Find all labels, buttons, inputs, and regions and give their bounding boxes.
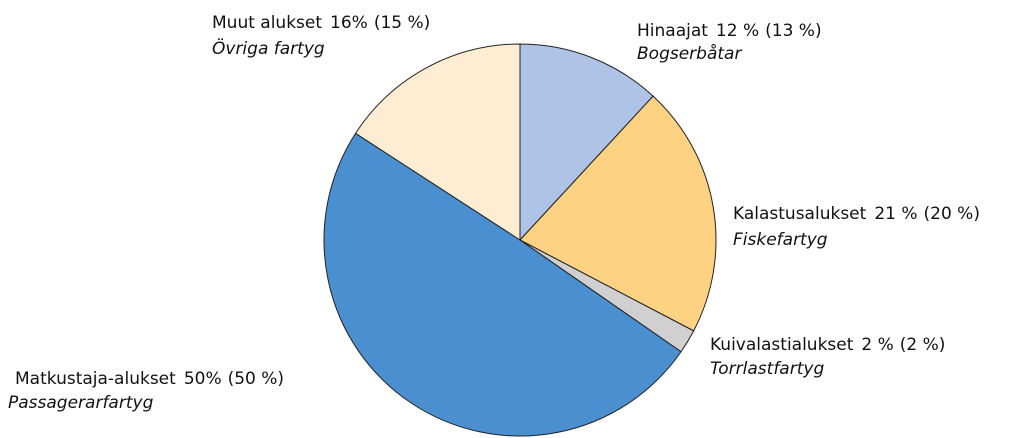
pie-slice [519,43,654,242]
value-label: 2 % [861,335,893,355]
category-name: Kalastusalukset [733,204,867,224]
previous-value-label: (15 %) [374,13,430,33]
previous-value-label: (20 %) [924,204,980,224]
slice-label: Kuivalastialukset 2 % (2 %) [710,335,945,355]
subcategory-name: Torrlastfartyg [710,359,824,379]
category-name: Matkustaja-alukset [15,369,176,389]
value-label: 16% [330,13,368,33]
previous-value-label: (13 %) [765,21,821,41]
category-name: Hinaajat [637,21,708,41]
pie-slice [323,132,682,437]
slice-label: Matkustaja-alukset 50% (50 %) [15,369,284,389]
category-name: Kuivalastialukset [710,335,854,355]
previous-value-label: (2 %) [900,335,946,355]
pie-slice [354,43,521,241]
subcategory-name: Bogserbåtar [637,43,742,64]
value-label: 21 % [874,204,917,224]
subcategory-name: Fiskefartyg [733,230,828,250]
subcategory-name: Övriga fartyg [212,37,325,59]
previous-value-label: (50 %) [228,369,284,389]
category-name: Muut alukset [212,13,322,33]
slice-label: Hinaajat 12 % (13 %) [637,21,822,41]
value-label: 12 % [716,21,759,41]
slice-label: Muut alukset 16% (15 %) [212,13,430,33]
value-label: 50% [184,369,222,389]
subcategory-name: Passagerarfartyg [8,393,154,413]
slice-label: Kalastusalukset 21 % (20 %) [733,204,980,224]
pie-slice [519,95,717,332]
